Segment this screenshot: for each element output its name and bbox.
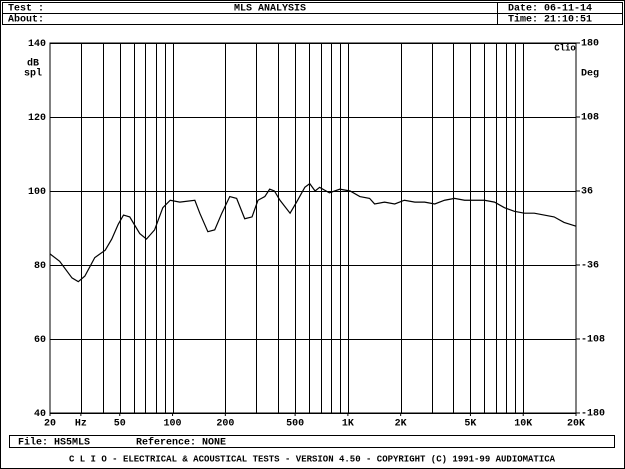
y2-tick-label: 108: [581, 113, 599, 124]
x-tick-label: 100: [164, 419, 182, 430]
time: Time: 21:10:51: [508, 14, 592, 26]
y2-tick-label: 180: [581, 39, 599, 50]
banner: C L I O - ELECTRICAL & ACOUSTICAL TESTS …: [69, 454, 556, 464]
reference: Reference: NONE: [136, 437, 226, 449]
y2-tick-label: 36: [581, 187, 593, 198]
response-curve: [49, 182, 577, 283]
x-tick-label: 200: [216, 419, 234, 430]
x-tick-label: 20: [44, 419, 56, 430]
x-tick-label: 10K: [514, 419, 532, 430]
page-title: MLS ANALYSIS: [234, 4, 306, 15]
y-tick-label: 120: [28, 113, 46, 124]
footer-box: [9, 435, 615, 448]
x-tick-label: 2K: [395, 419, 407, 430]
y-tick-label: 140: [28, 39, 46, 50]
y2-tick-label: -108: [581, 335, 605, 346]
x-tick-label: Hz: [75, 419, 87, 430]
y2-axis-label: Deg: [581, 69, 599, 80]
logo: Clio: [554, 43, 576, 53]
x-tick-label: 50: [114, 419, 126, 430]
x-tick-label: 1K: [342, 419, 354, 430]
x-tick-label: 500: [286, 419, 304, 430]
y2-tick-label: -36: [581, 261, 599, 272]
y-tick-label: 80: [34, 261, 46, 272]
x-tick-label: 5K: [464, 419, 476, 430]
about-label: About:: [8, 14, 44, 26]
y-tick-label: 100: [28, 187, 46, 198]
y-axis-label: spl: [24, 68, 42, 80]
y-tick-label: 40: [34, 409, 46, 420]
y-tick-label: 60: [34, 335, 46, 346]
x-tick-label: 20K: [567, 419, 585, 430]
date: Date: 06-11-14: [508, 4, 592, 15]
test-label: Test :: [8, 4, 44, 15]
y-axis-label: dB: [27, 58, 39, 70]
file-name: File: HS5MLS: [18, 437, 90, 449]
y2-tick-label: -180: [581, 409, 605, 420]
